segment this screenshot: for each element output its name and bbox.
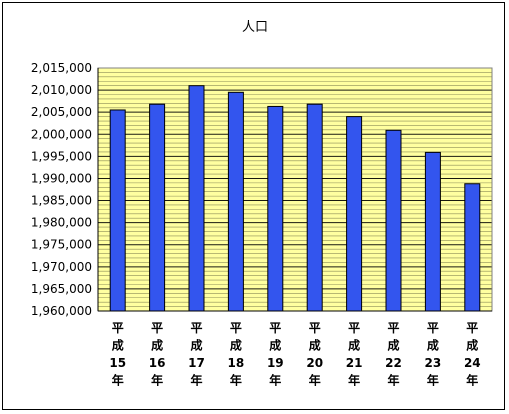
x-tick-label: 年 <box>309 373 321 388</box>
x-tick-label: 平 <box>466 321 478 335</box>
x-tick-label: 成 <box>269 338 281 353</box>
y-tick-label: 1,995,000 <box>31 149 92 163</box>
x-tick-label: 22 <box>385 356 402 370</box>
x-tick-label: 成 <box>427 338 439 353</box>
x-tick-label: 年 <box>151 373 163 388</box>
x-tick-label: 成 <box>348 338 360 353</box>
y-tick-label: 1,990,000 <box>31 171 92 185</box>
x-tick-label: 19 <box>267 356 284 370</box>
x-tick-label: 年 <box>112 373 124 388</box>
x-tick-label: 平 <box>269 321 281 335</box>
x-tick-label: 16 <box>149 356 166 370</box>
y-tick-label: 1,975,000 <box>31 238 92 252</box>
x-tick-label: 年 <box>269 373 281 388</box>
x-tick-label: 23 <box>425 356 442 370</box>
y-tick-label: 2,010,000 <box>31 83 92 97</box>
x-tick-label: 年 <box>387 373 399 388</box>
bar <box>385 129 402 312</box>
bar <box>149 103 166 312</box>
bar <box>227 91 244 312</box>
bar <box>267 105 284 312</box>
x-tick-label: 成 <box>190 338 202 353</box>
x-tick-label: 成 <box>112 338 124 353</box>
y-tick-label: 1,980,000 <box>31 216 92 230</box>
y-tick-label: 1,985,000 <box>31 194 92 208</box>
y-tick-label: 2,005,000 <box>31 105 92 119</box>
bar <box>424 151 441 312</box>
x-tick-label: 平 <box>190 321 202 335</box>
bar <box>464 183 481 312</box>
x-tick-label: 年 <box>427 373 439 388</box>
x-tick-label: 成 <box>230 338 242 353</box>
bar <box>346 116 363 312</box>
x-tick-label: 平 <box>151 321 163 335</box>
bar <box>109 109 126 312</box>
x-tick-label: 平 <box>387 321 399 335</box>
y-tick-label: 2,015,000 <box>31 61 92 75</box>
x-tick-label: 平 <box>230 321 242 335</box>
x-tick-label: 平 <box>427 321 439 335</box>
y-tick-label: 1,970,000 <box>31 260 92 274</box>
x-tick-label: 成 <box>151 338 163 353</box>
x-tick-label: 18 <box>228 356 245 370</box>
x-tick-label: 成 <box>387 338 399 353</box>
x-tick-label: 年 <box>230 373 242 388</box>
x-tick-label: 21 <box>346 356 363 370</box>
bar <box>188 85 205 312</box>
x-tick-label: 成 <box>466 338 478 353</box>
plot-area: 1,960,000 1,965,000 1,970,000 1,975,000 1,98… <box>31 61 493 388</box>
chart-title: 人口 <box>242 20 268 35</box>
x-tick-label: 20 <box>306 356 323 370</box>
x-tick-label: 24 <box>464 356 481 370</box>
y-tick-label: 2,000,000 <box>31 127 92 141</box>
x-tick-label: 年 <box>348 373 360 388</box>
x-tick-label: 平 <box>348 321 360 335</box>
bar <box>306 103 323 312</box>
x-tick-label: 成 <box>309 338 321 353</box>
x-tick-label: 17 <box>188 356 205 370</box>
x-tick-label: 平 <box>112 321 124 335</box>
x-tick-label: 平 <box>309 321 321 335</box>
y-tick-label: 1,960,000 <box>31 304 92 318</box>
x-tick-label: 年 <box>190 373 202 388</box>
x-tick-label: 15 <box>109 356 126 370</box>
x-tick-label: 年 <box>466 373 478 388</box>
y-tick-label: 1,965,000 <box>31 282 92 296</box>
